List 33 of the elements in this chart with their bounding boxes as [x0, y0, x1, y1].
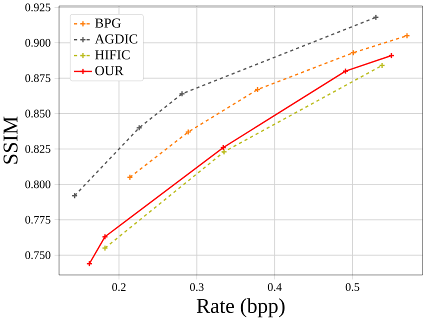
y-tick-label: 0.925: [25, 4, 50, 12]
y-tick-label: 0.750: [25, 251, 50, 260]
x-tick-label: 0.5: [346, 283, 360, 292]
point: [350, 50, 356, 56]
y-tick-label: 0.800: [25, 180, 50, 188]
legend-label: HIFIC: [95, 50, 130, 60]
point: [342, 68, 349, 74]
point: [126, 174, 134, 181]
point: [378, 62, 386, 69]
y-tick-label: 0.825: [25, 145, 50, 154]
y-tick-label: 0.850: [25, 110, 50, 118]
point: [178, 90, 186, 98]
y-tick-label: 0.875: [25, 74, 50, 82]
legend-label: OUR: [95, 66, 124, 76]
point: [220, 148, 228, 156]
legend-label: BPG: [95, 18, 121, 28]
point: [102, 244, 108, 252]
legend-label: AGDIC: [94, 34, 138, 44]
y-axis-title: SSIM: [4, 116, 18, 164]
point: [372, 14, 380, 21]
x-tick-label: 0.3: [190, 283, 204, 292]
point: [254, 86, 261, 93]
point: [220, 144, 226, 151]
x-tick-label: 0.2: [112, 283, 126, 292]
point: [136, 124, 142, 132]
y-tick-label: 0.775: [25, 216, 50, 224]
x-axis-title: Rate (bpp): [196, 298, 285, 318]
point: [404, 32, 410, 40]
point: [71, 192, 78, 200]
y-tick-label: 0.900: [25, 38, 50, 47]
point: [185, 128, 192, 136]
x-tick-label: 0.4: [268, 283, 282, 292]
point: [102, 234, 108, 240]
